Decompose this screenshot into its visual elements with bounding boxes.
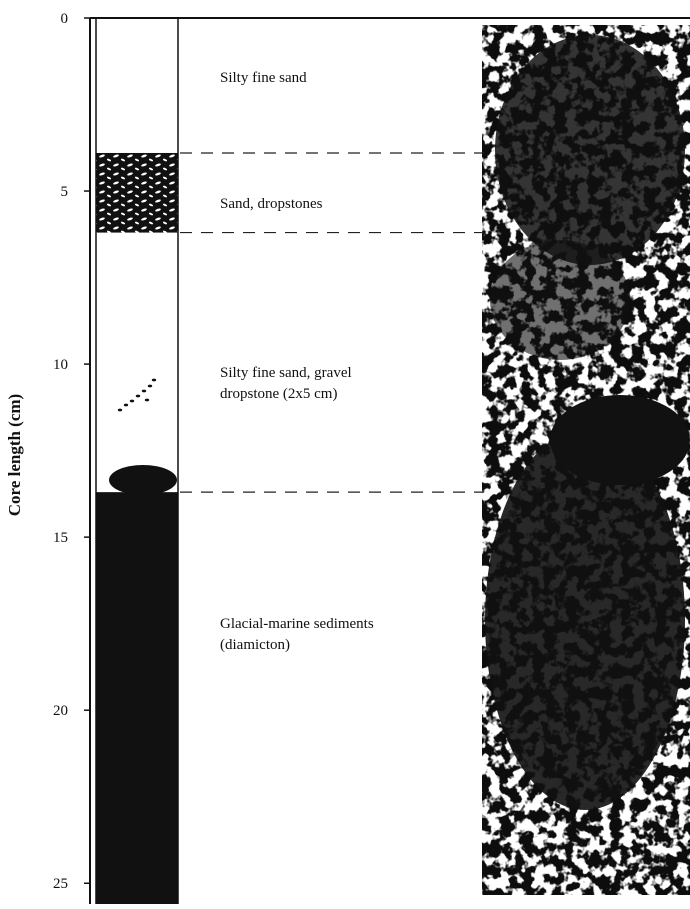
gravel [130,400,134,403]
gravel [148,385,152,388]
gravel [152,379,156,382]
layer-speckled [96,153,178,233]
tick-label: 5 [61,184,69,200]
layer-solid [96,492,178,904]
gravel [145,399,149,402]
gravel [142,390,146,393]
axis: 0 5 10 15 20 25 [53,11,90,904]
gravel [136,395,140,398]
tick-label: 0 [61,11,69,27]
core-column: Silty fine sand Sand, dropstones Silty fin… [96,70,484,904]
layer-label: (diamicton) [220,637,290,653]
tick-label: 20 [53,703,68,719]
dropstone [109,465,177,495]
core-log-figure: 0 5 10 15 20 25 Silty fine sand Sand, dropston… [0,0,690,904]
layer-label: Sand, dropstones [220,196,323,212]
tick-label: 25 [53,876,68,892]
gravel [124,404,128,407]
layer-label: dropstone (2x5 cm) [220,386,337,402]
axis-title: Core length (cm) [5,394,24,516]
gravel [118,409,122,412]
tick-label: 15 [53,530,68,546]
tick-label: 10 [53,357,68,373]
layer-label: Silty fine sand, gravel [220,365,352,381]
layer-label: Glacial-marine sediments [220,616,374,632]
layer-label: Silty fine sand [220,70,307,86]
